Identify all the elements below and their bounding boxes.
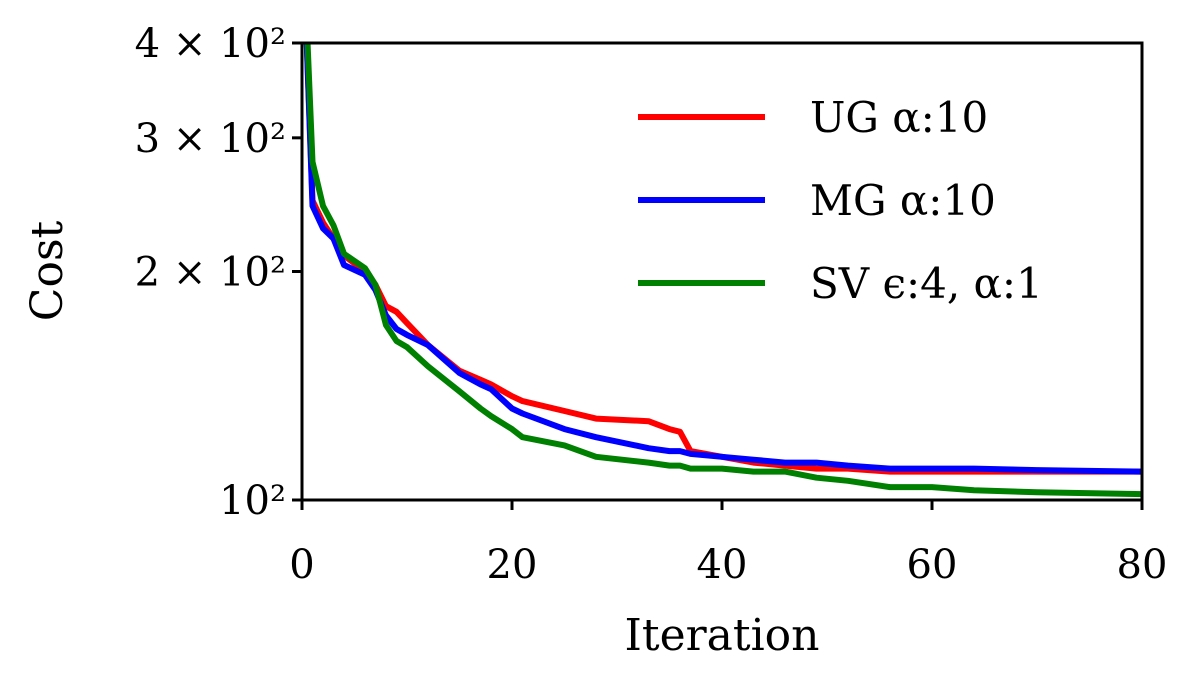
legend: UG α:10 MG α:10 SV ϵ:4, α:1: [638, 93, 1043, 308]
x-tick-label: 80: [1117, 542, 1168, 588]
legend-label-2: SV ϵ:4, α:1: [810, 259, 1043, 308]
legend-label-0: UG α:10: [810, 93, 988, 142]
x-axis: 0 20 40 60 80: [289, 500, 1167, 588]
legend-label-1: MG α:10: [810, 176, 996, 225]
y-axis: 4 × 10² 3 × 10² 2 × 10² 10²: [135, 21, 302, 524]
x-tick-label: 20: [487, 542, 538, 588]
y-tick-label: 10²: [219, 478, 286, 524]
y-axis-label: Cost: [22, 220, 73, 321]
x-tick-label: 40: [697, 542, 748, 588]
series-line-0: [303, 43, 1142, 475]
y-tick-label: 3 × 10²: [135, 116, 286, 162]
series-layer: [303, 43, 1142, 498]
series-line-1: [303, 43, 1142, 475]
y-tick-label: 4 × 10²: [135, 21, 286, 67]
x-tick-label: 60: [907, 542, 958, 588]
x-tick-label: 0: [289, 542, 314, 588]
y-tick-label: 2 × 10²: [135, 250, 286, 296]
series-line-2: [304, 43, 1142, 498]
x-axis-label: Iteration: [625, 610, 820, 661]
